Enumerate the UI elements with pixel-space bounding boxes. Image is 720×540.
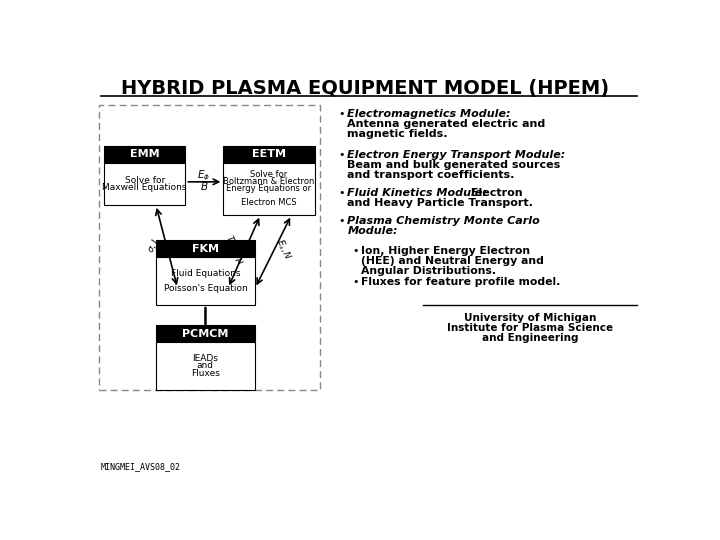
Text: $E_s, N$: $E_s, N$ [274, 237, 294, 262]
Text: Fluxes for feature profile model.: Fluxes for feature profile model. [361, 276, 561, 287]
Text: EETM: EETM [252, 149, 286, 159]
Text: Boltzmann & Electron: Boltzmann & Electron [223, 177, 315, 186]
Text: IEADs: IEADs [192, 354, 218, 363]
Bar [104, 163, 185, 205]
Text: Ion, Higher Energy Electron: Ion, Higher Energy Electron [361, 246, 531, 256]
Text: magnetic fields.: magnetic fields. [347, 130, 448, 139]
Bar [156, 240, 255, 257]
Text: Angular Distributions.: Angular Distributions. [361, 266, 496, 276]
Text: B: B [200, 182, 207, 192]
Text: $T_e, S, \mu$: $T_e, S, \mu$ [222, 232, 247, 267]
Text: Module:: Module: [347, 226, 397, 237]
Text: FKM: FKM [192, 244, 219, 254]
Text: University of Michigan: University of Michigan [464, 313, 596, 323]
Text: •: • [338, 110, 344, 119]
Text: Electron: Electron [467, 188, 523, 198]
Text: Energy Equations or: Energy Equations or [227, 184, 312, 193]
Bar [156, 257, 255, 305]
Text: Plasma Chemistry Monte Carlo: Plasma Chemistry Monte Carlo [347, 217, 540, 226]
Text: (HEE) and Neutral Energy and: (HEE) and Neutral Energy and [361, 256, 544, 266]
Text: •: • [338, 150, 344, 159]
Text: Fluid Equations: Fluid Equations [171, 269, 240, 278]
Text: and: and [197, 361, 214, 370]
Text: and Heavy Particle Transport.: and Heavy Particle Transport. [347, 198, 534, 208]
Text: PCMCM: PCMCM [182, 328, 229, 339]
Text: •: • [352, 276, 359, 287]
Bar [99, 105, 320, 390]
Text: Institute for Plasma Science: Institute for Plasma Science [447, 323, 613, 333]
Text: Solve for: Solve for [251, 171, 288, 179]
Bar [156, 325, 255, 342]
Bar [223, 146, 315, 163]
Text: Antenna generated electric and: Antenna generated electric and [347, 119, 546, 130]
Text: HYBRID PLASMA EQUIPMENT MODEL (HPEM): HYBRID PLASMA EQUIPMENT MODEL (HPEM) [121, 79, 609, 98]
Text: Fluid Kinetics Module:: Fluid Kinetics Module: [347, 188, 487, 198]
Text: $E_\phi$: $E_\phi$ [197, 168, 210, 183]
Text: •: • [352, 246, 359, 256]
Bar [223, 163, 315, 215]
Text: $\sigma, I$: $\sigma, I$ [145, 237, 162, 255]
Text: Maxwell Equations: Maxwell Equations [102, 183, 187, 192]
Text: Beam and bulk generated sources: Beam and bulk generated sources [347, 159, 561, 170]
Bar [104, 146, 185, 163]
Bar [156, 342, 255, 390]
Text: and Engineering: and Engineering [482, 333, 578, 343]
Text: Solve for: Solve for [125, 176, 165, 185]
Text: Electromagnetics Module:: Electromagnetics Module: [347, 110, 510, 119]
Text: •: • [338, 217, 344, 226]
Text: Poisson's Equation: Poisson's Equation [163, 284, 248, 293]
Text: MINGMEI_AVS08_02: MINGMEI_AVS08_02 [101, 462, 181, 471]
Text: EMM: EMM [130, 149, 159, 159]
Text: and transport coefficients.: and transport coefficients. [347, 170, 515, 179]
Text: Electron Energy Transport Module:: Electron Energy Transport Module: [347, 150, 565, 159]
Text: Fluxes: Fluxes [191, 369, 220, 378]
Text: •: • [338, 188, 344, 198]
Text: Electron MCS: Electron MCS [241, 198, 297, 207]
